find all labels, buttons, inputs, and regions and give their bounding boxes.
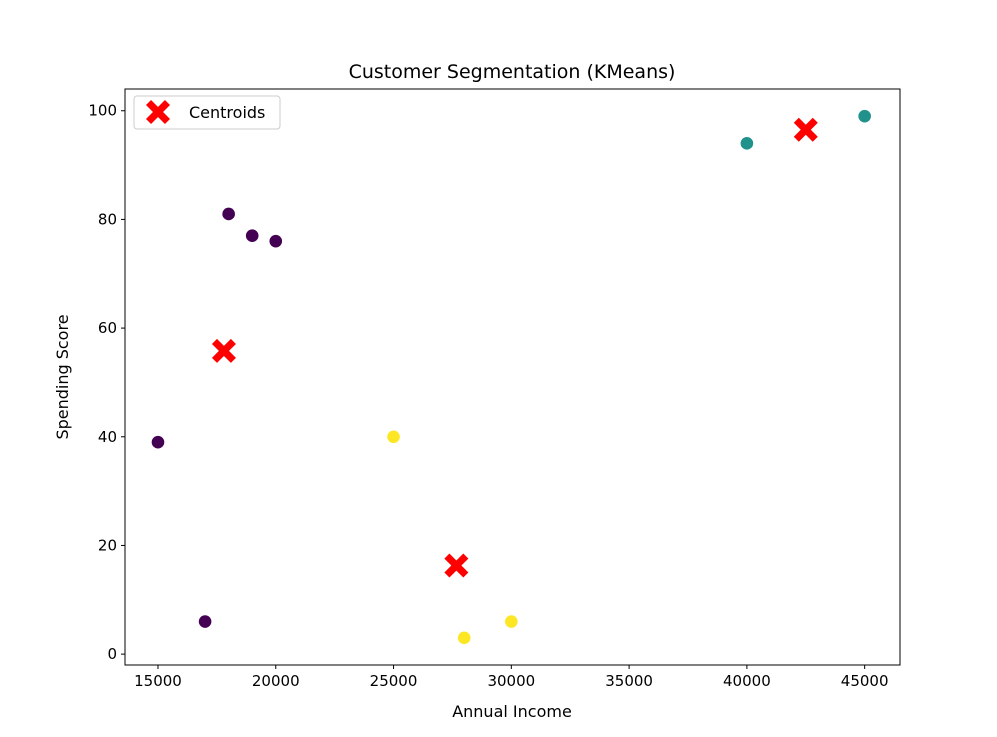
legend-box [133, 95, 281, 130]
data-point-cluster-2 [387, 430, 400, 444]
x-axis-label: Annual Income [452, 702, 572, 721]
legend-label-centroids: Centroids [189, 103, 265, 122]
data-point-cluster-0 [198, 615, 212, 628]
legend-centroid-marker [146, 100, 170, 124]
x-tick-label: 25000 [370, 672, 418, 690]
y-axis-label: Spending Score [53, 314, 72, 439]
x-tick-label: 45000 [841, 672, 889, 690]
y-tick-label: 20 [98, 536, 117, 554]
data-point-cluster-2 [457, 631, 471, 645]
centroid-marker [211, 338, 236, 363]
data-point-cluster-0 [269, 234, 283, 248]
x-tick-label: 30000 [487, 672, 535, 690]
data-point-cluster-0 [222, 207, 235, 221]
data-point-cluster-2 [505, 615, 518, 628]
data-point-cluster-0 [151, 435, 165, 449]
x-axis: 15000 20000 25000 30000 35000 40000 45000 [134, 665, 889, 690]
centroid-marker [793, 117, 818, 142]
chart-title: Customer Segmentation (KMeans) [349, 61, 676, 83]
x-tick-label: 20000 [252, 672, 300, 690]
data-point-cluster-0 [245, 229, 259, 243]
legend-centroid-x [146, 100, 170, 124]
centroid-marker [444, 553, 469, 578]
data-point-cluster-1 [858, 109, 871, 123]
y-tick-label: 100 [88, 102, 117, 120]
y-axis: 0 20 40 60 80 100 [88, 102, 125, 663]
x-tick-label: 15000 [134, 672, 182, 690]
x-tick-label: 35000 [605, 672, 653, 690]
y-tick-label: 60 [98, 319, 117, 337]
x-tick-label: 40000 [723, 672, 771, 690]
plot-area [151, 109, 871, 645]
data-point-cluster-1 [740, 137, 754, 150]
y-tick-label: 80 [98, 210, 117, 228]
axes-frame [124, 88, 901, 666]
y-tick-label: 40 [98, 428, 117, 446]
legend: Centroids [133, 95, 281, 130]
y-tick-label: 0 [107, 645, 117, 663]
